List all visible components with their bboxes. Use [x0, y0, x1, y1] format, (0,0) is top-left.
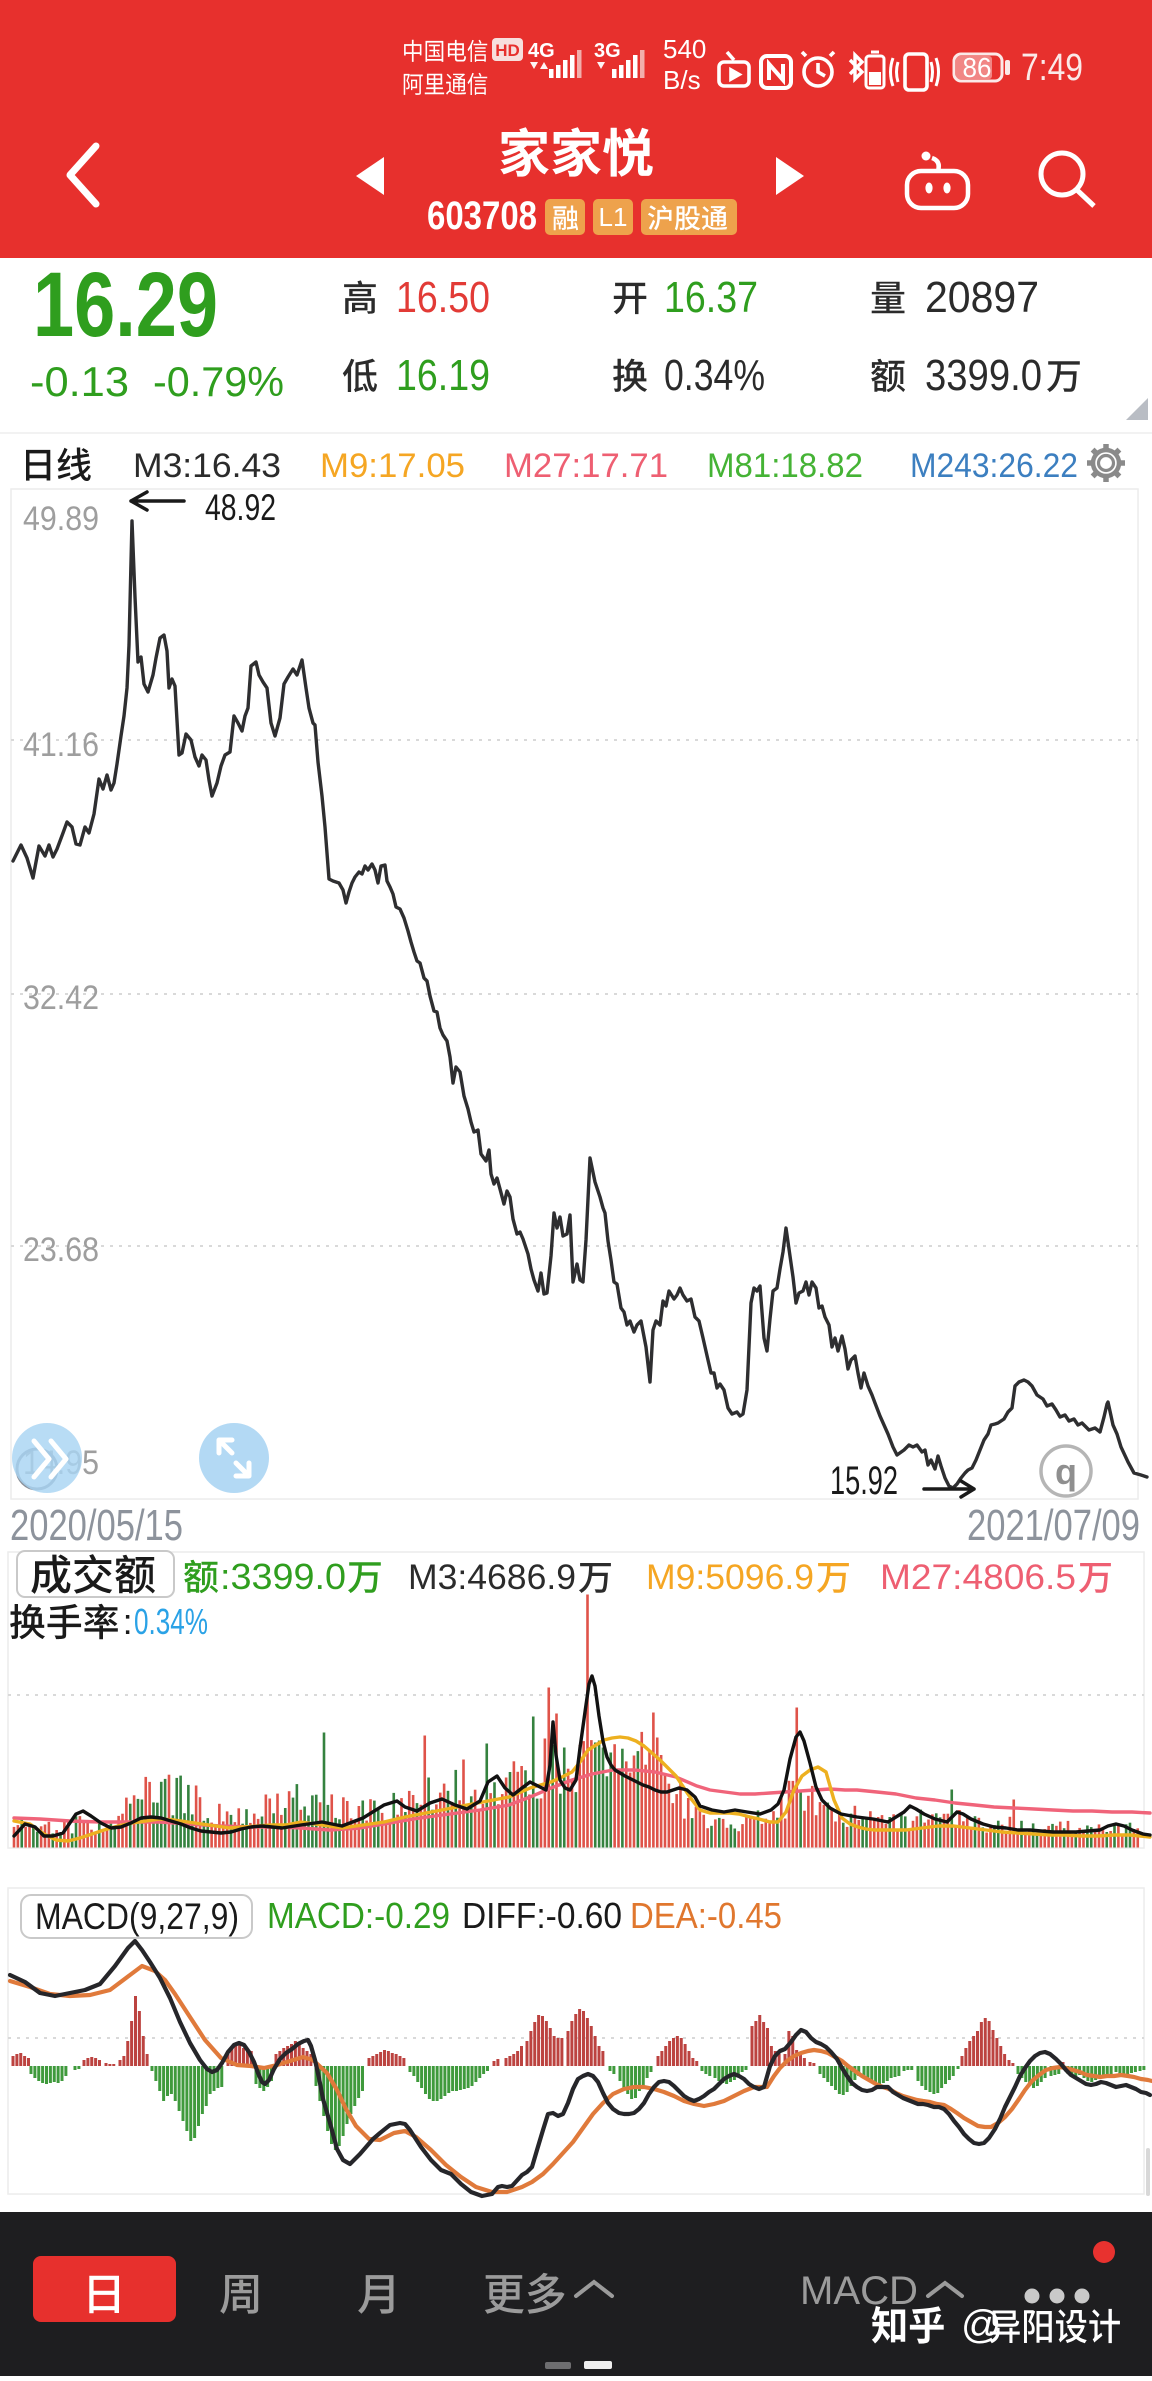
svg-text:M3:16.43: M3:16.43 — [133, 447, 281, 485]
svg-text:DIFF:-0.60: DIFF:-0.60 — [462, 1895, 622, 1936]
svg-text:M9:5096.9: M9:5096.9 — [646, 1558, 814, 1597]
svg-text:16.29: 16.29 — [33, 254, 218, 356]
svg-text:603708: 603708 — [427, 194, 537, 238]
svg-text:M9:17.05: M9:17.05 — [320, 447, 465, 485]
svg-text:16.37: 16.37 — [664, 273, 758, 322]
svg-text:MACD: MACD — [800, 2269, 918, 2313]
svg-text:23.68: 23.68 — [23, 1231, 99, 1269]
svg-text:0.34%: 0.34% — [134, 1601, 208, 1642]
svg-text:16.50: 16.50 — [396, 273, 490, 322]
svg-text::3399.0: :3399.0 — [220, 1556, 346, 1597]
svg-text:49.89: 49.89 — [23, 500, 99, 538]
svg-text:0.34%: 0.34% — [664, 351, 765, 400]
svg-text:4G: 4G — [528, 40, 555, 62]
svg-text:2021/07/09: 2021/07/09 — [967, 1501, 1140, 1550]
svg-text:MACD(9,27,9): MACD(9,27,9) — [35, 1896, 239, 1937]
svg-text:M27:4806.5: M27:4806.5 — [880, 1558, 1076, 1597]
svg-text:15.92: 15.92 — [830, 1459, 898, 1503]
svg-text::: : — [123, 1601, 133, 1642]
svg-text:41.16: 41.16 — [23, 726, 99, 764]
svg-text:3399.0: 3399.0 — [925, 351, 1042, 400]
svg-text:L1: L1 — [599, 202, 628, 232]
svg-text:M3:4686.9: M3:4686.9 — [408, 1558, 576, 1597]
svg-text:MACD:-0.29: MACD:-0.29 — [267, 1895, 450, 1936]
svg-text:86: 86 — [963, 52, 992, 83]
svg-text:48.92: 48.92 — [205, 487, 276, 528]
svg-text:2020/05/15: 2020/05/15 — [10, 1501, 183, 1550]
svg-text:20897: 20897 — [925, 273, 1039, 322]
svg-text:HD: HD — [495, 41, 520, 60]
svg-text:-0.79%: -0.79% — [153, 358, 284, 405]
svg-text:-0.13: -0.13 — [30, 358, 129, 405]
svg-text:DEA:-0.45: DEA:-0.45 — [630, 1895, 782, 1936]
svg-text:B/s: B/s — [663, 65, 701, 95]
svg-text:32.42: 32.42 — [23, 979, 99, 1017]
svg-text:7:49: 7:49 — [1021, 47, 1083, 89]
svg-text:M81:18.82: M81:18.82 — [707, 447, 863, 485]
svg-text:M27:17.71: M27:17.71 — [504, 447, 668, 485]
svg-text:540: 540 — [663, 34, 706, 64]
svg-text:3G: 3G — [594, 40, 621, 62]
svg-text:16.19: 16.19 — [396, 351, 490, 400]
svg-text:q: q — [1055, 1451, 1077, 1492]
svg-text:M243:26.22: M243:26.22 — [910, 447, 1078, 485]
